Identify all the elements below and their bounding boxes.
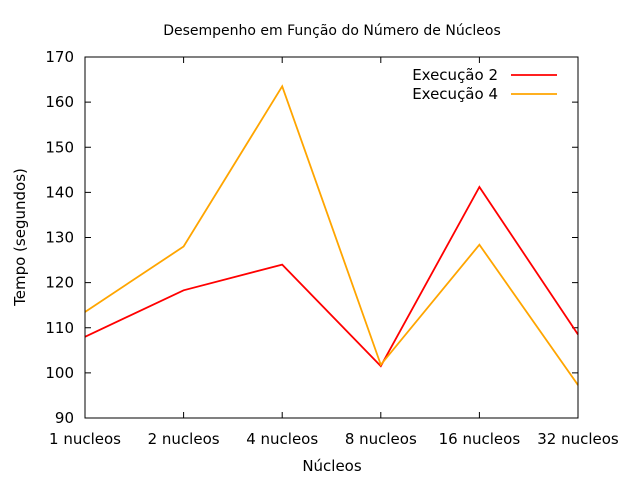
y-tick-label: 140 bbox=[45, 183, 74, 201]
x-tick-label: 8 nucleos bbox=[345, 430, 417, 448]
x-tick-label: 2 nucleos bbox=[148, 430, 220, 448]
y-tick-label: 160 bbox=[45, 93, 74, 111]
x-tick-label: 16 nucleos bbox=[439, 430, 521, 448]
x-tick-label: 4 nucleos bbox=[246, 430, 318, 448]
y-tick-label: 120 bbox=[45, 274, 74, 292]
x-axis: 1 nucleos 2 nucleos 4 nucleos 8 nucleos 16 n… bbox=[49, 57, 619, 448]
legend-label: Execução 4 bbox=[412, 85, 498, 103]
x-axis-label: Núcleos bbox=[302, 457, 362, 475]
series-line-2 bbox=[84, 84, 579, 386]
y-tick-label: 110 bbox=[45, 319, 74, 337]
y-tick-label: 90 bbox=[55, 409, 74, 427]
x-tick-label: 32 nucleos bbox=[537, 430, 619, 448]
chart-title: Desempenho em Função do Número de Núcleo… bbox=[163, 23, 501, 39]
plot-frame bbox=[84, 56, 579, 419]
y-tick-label: 170 bbox=[45, 48, 74, 66]
x-tick-label: 1 nucleos bbox=[49, 430, 121, 448]
series-lines bbox=[84, 84, 579, 386]
y-tick-label: 150 bbox=[45, 138, 74, 156]
y-tick-label: 130 bbox=[45, 229, 74, 247]
y-axis-label: Tempo (segundos) bbox=[11, 168, 29, 307]
y-tick-label: 100 bbox=[45, 364, 74, 382]
y-axis: 90 100 110 120 130 140 150 160 170 bbox=[45, 48, 578, 427]
legend-label: Execução 2 bbox=[412, 66, 498, 84]
series-line-1 bbox=[84, 185, 579, 368]
